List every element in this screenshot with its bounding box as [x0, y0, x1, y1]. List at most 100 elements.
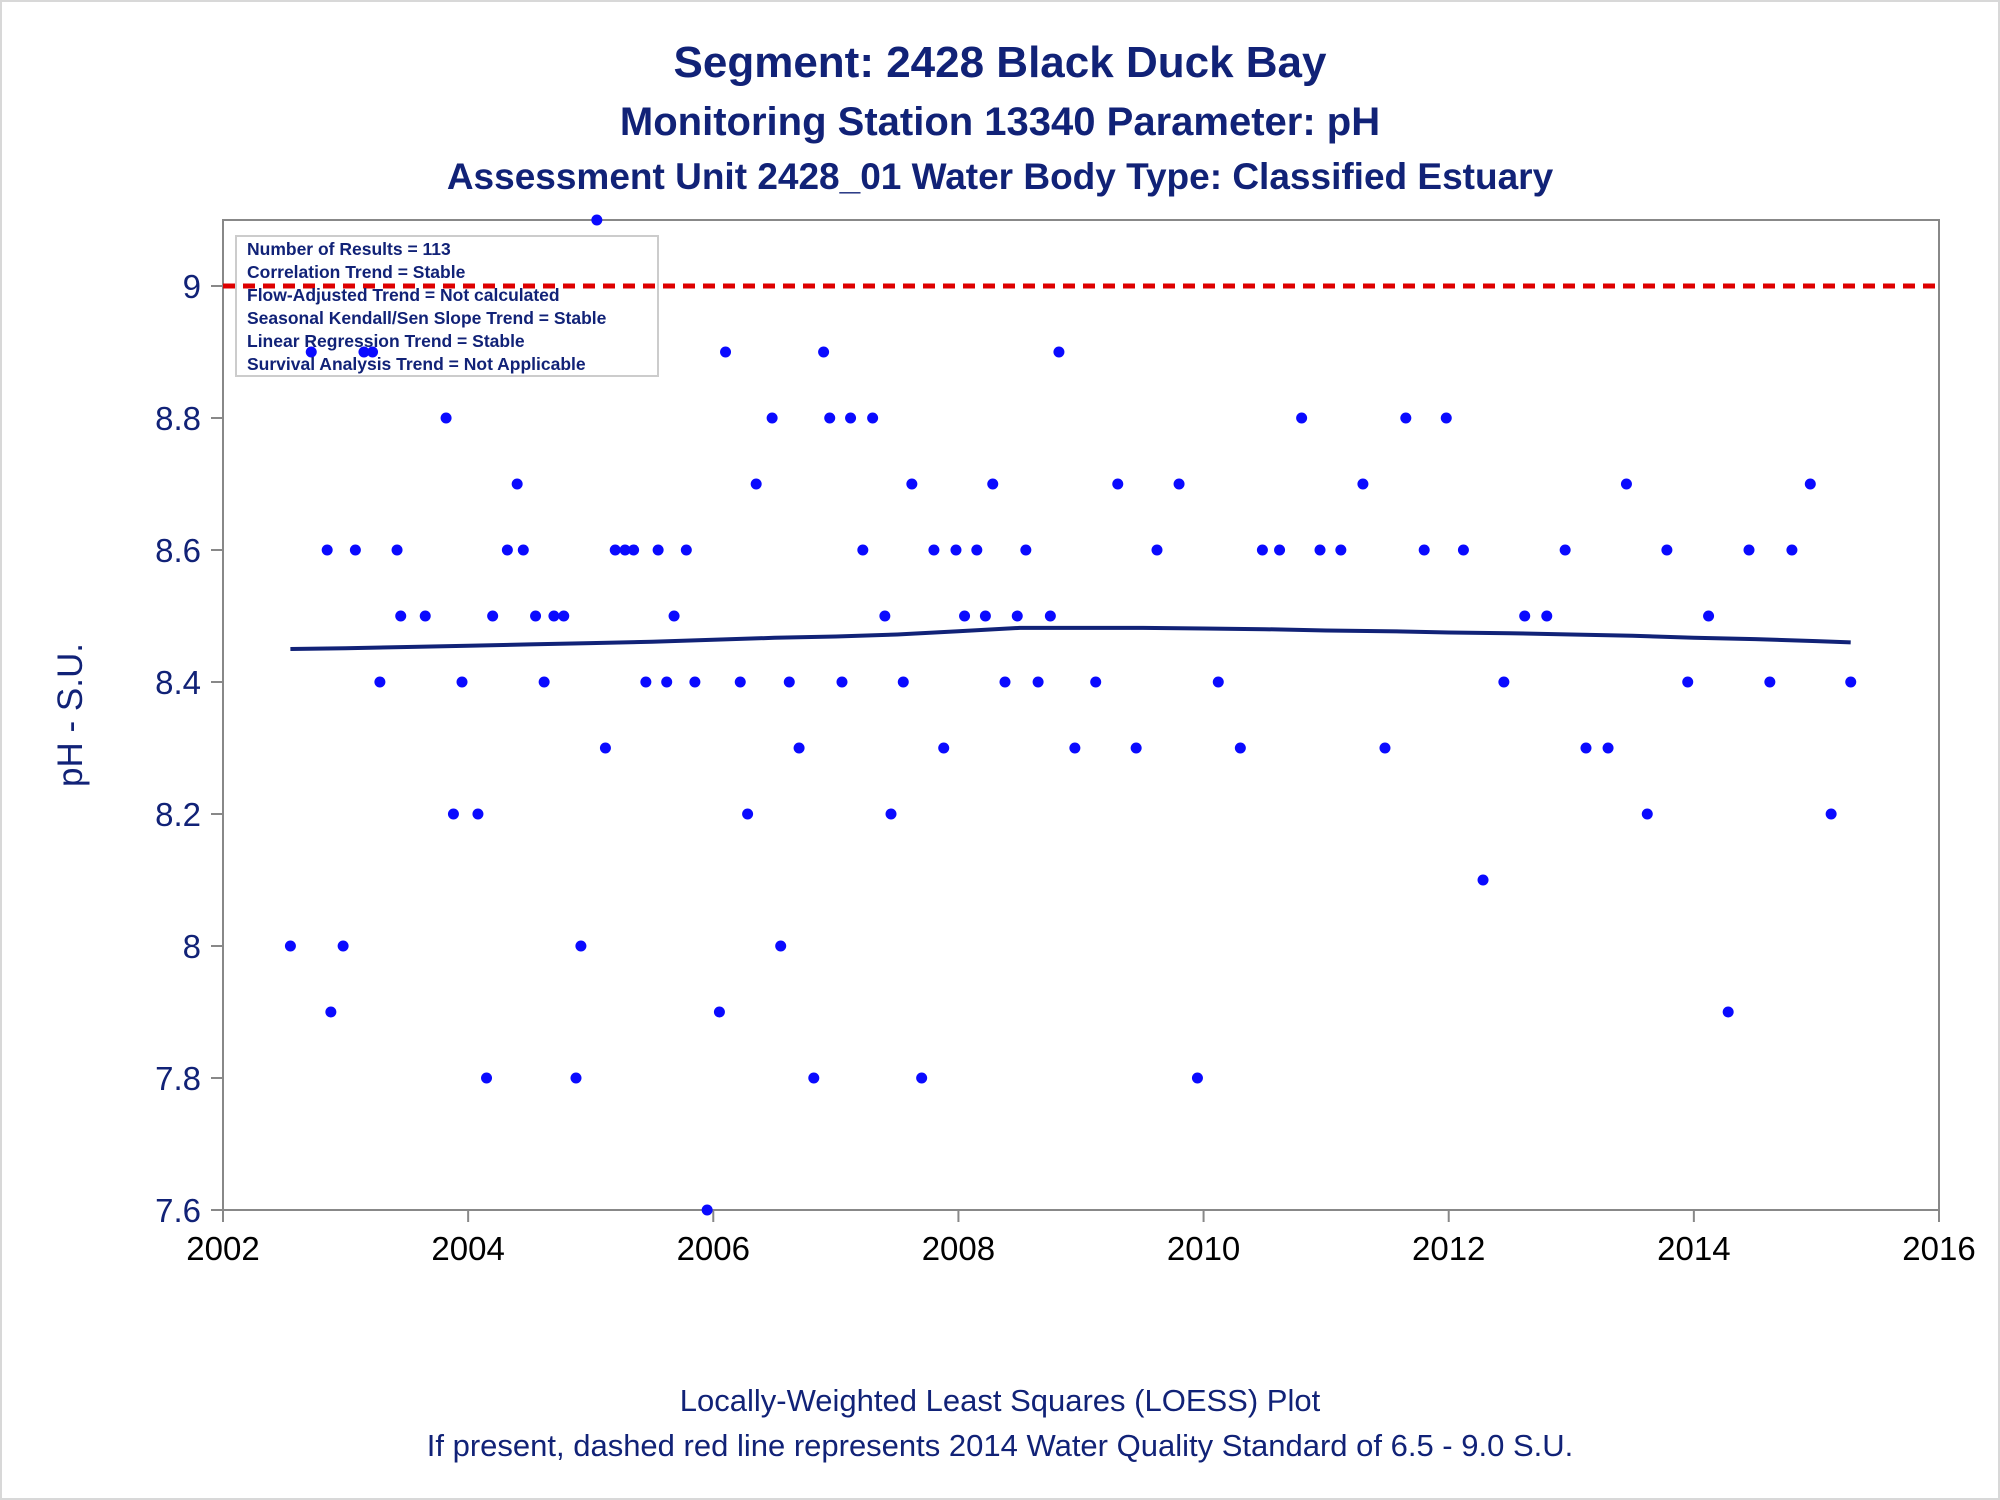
data-point	[979, 610, 991, 622]
data-point	[1173, 478, 1185, 490]
data-point	[591, 214, 603, 226]
data-point	[1620, 478, 1632, 490]
plot-area-border	[222, 219, 1940, 1211]
x-tick-label: 2004	[431, 1230, 504, 1267]
data-point	[1743, 544, 1755, 556]
chart-title: Segment: 2428 Black Duck Bay	[673, 38, 1327, 87]
data-point	[1335, 544, 1347, 556]
data-point	[1764, 676, 1776, 688]
data-point	[680, 544, 692, 556]
y-tick-label: 9	[183, 268, 201, 305]
stats-legend-border	[235, 235, 659, 377]
data-point	[1440, 412, 1452, 424]
data-point	[391, 544, 403, 556]
data-point	[456, 676, 468, 688]
data-point	[775, 940, 787, 952]
stats-legend-line: Number of Results = 113	[247, 239, 451, 259]
data-point	[783, 676, 795, 688]
data-point	[1044, 610, 1056, 622]
data-point	[885, 808, 897, 820]
data-point	[987, 478, 999, 490]
data-point	[447, 808, 459, 820]
data-point	[358, 346, 370, 358]
data-point	[628, 544, 640, 556]
chart-subtitle-assessment: Assessment Unit 2428_01 Water Body Type:…	[446, 156, 1554, 197]
data-point	[689, 676, 701, 688]
data-point	[487, 610, 499, 622]
data-point	[640, 676, 652, 688]
data-point	[1722, 1006, 1734, 1018]
data-point	[395, 610, 407, 622]
data-point	[575, 940, 587, 952]
data-point	[570, 1072, 582, 1084]
data-point	[1541, 610, 1553, 622]
y-tick-label: 7.6	[155, 1192, 201, 1229]
data-point	[1845, 676, 1857, 688]
data-point	[538, 676, 550, 688]
data-point	[530, 610, 542, 622]
data-point	[701, 1204, 713, 1216]
data-point	[511, 478, 523, 490]
data-point	[337, 940, 349, 952]
data-point	[1011, 610, 1023, 622]
data-point	[845, 412, 857, 424]
data-point	[750, 478, 762, 490]
x-tick-label: 2014	[1657, 1230, 1730, 1267]
data-point	[1151, 544, 1163, 556]
data-point	[1400, 412, 1412, 424]
data-point	[661, 676, 673, 688]
data-point	[1477, 874, 1489, 886]
y-tick-label: 7.8	[155, 1060, 201, 1097]
y-tick-label: 8.2	[155, 796, 201, 833]
data-point	[824, 412, 836, 424]
data-point	[1020, 544, 1032, 556]
data-point	[1274, 544, 1286, 556]
data-point	[1786, 544, 1798, 556]
data-point	[517, 544, 529, 556]
data-point	[1559, 544, 1571, 556]
x-tick-label: 2006	[677, 1230, 750, 1267]
data-point	[971, 544, 983, 556]
data-point	[950, 544, 962, 556]
data-point	[1661, 544, 1673, 556]
data-point	[928, 544, 940, 556]
data-point	[1825, 808, 1837, 820]
data-point	[1580, 742, 1592, 754]
data-point	[1053, 346, 1065, 358]
data-point	[501, 544, 513, 556]
data-point	[1296, 412, 1308, 424]
stats-legend-line: Survival Analysis Trend = Not Applicable	[247, 354, 586, 374]
data-point	[879, 610, 891, 622]
data-point	[374, 676, 386, 688]
data-point	[284, 940, 296, 952]
data-point	[1682, 676, 1694, 688]
stats-legend-box: Number of Results = 113 Correlation Trend…	[235, 235, 659, 377]
y-axis-label: pH - S.U.	[51, 643, 90, 787]
data-point	[1314, 544, 1326, 556]
data-point	[1379, 742, 1391, 754]
data-point	[1602, 742, 1614, 754]
footnote-standard: If present, dashed red line represents 2…	[426, 1428, 1574, 1463]
y-tick-label: 8.4	[155, 664, 201, 701]
data-point	[321, 544, 333, 556]
data-point	[652, 544, 664, 556]
data-point	[742, 808, 754, 820]
data-point	[619, 544, 631, 556]
data-point	[1069, 742, 1081, 754]
data-point	[472, 808, 484, 820]
y-tick-label: 8.8	[155, 400, 201, 437]
data-point	[1641, 808, 1653, 820]
loess-layer	[290, 625, 1851, 651]
footnote-loess: Locally-Weighted Least Squares (LOESS) P…	[679, 1383, 1321, 1418]
chart-subtitle-station: Monitoring Station 13340 Parameter: pH	[619, 100, 1381, 144]
data-point	[1804, 478, 1816, 490]
data-point	[1112, 478, 1124, 490]
data-point	[558, 610, 570, 622]
data-point	[481, 1072, 493, 1084]
axes-layer: 7.6 7.8 8 8.2 8.4 8.6 8.8 9 2002 2004 2006 2008 2010…	[51, 219, 1976, 1267]
data-point	[897, 676, 909, 688]
data-point	[1519, 610, 1531, 622]
data-point	[857, 544, 869, 556]
data-point	[867, 412, 879, 424]
